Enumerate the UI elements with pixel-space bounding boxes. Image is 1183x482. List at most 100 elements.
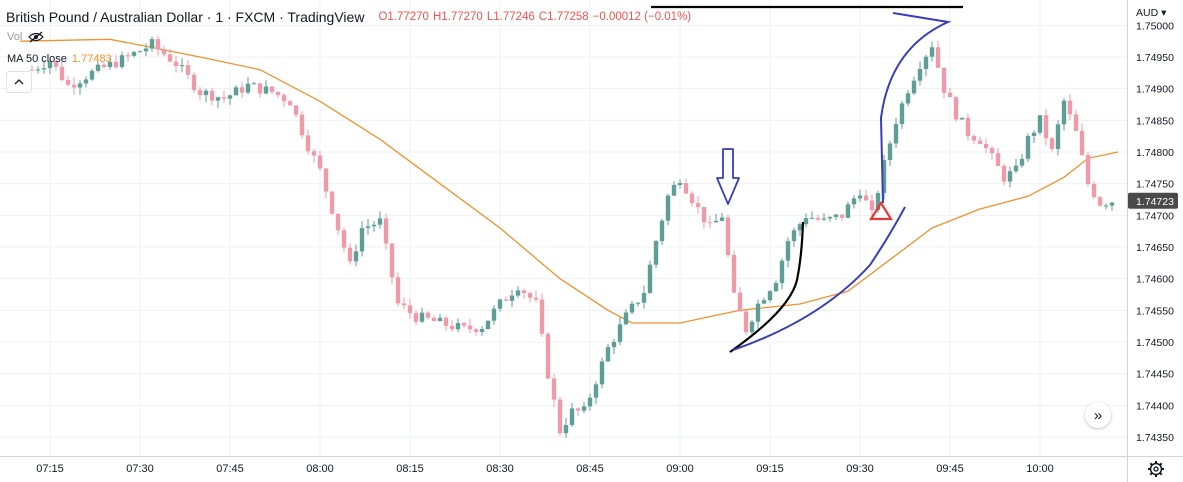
candle-body [239, 87, 245, 93]
candle-body [1019, 158, 1025, 166]
candle-body [887, 143, 893, 161]
candle-body [317, 155, 323, 169]
candle-body [401, 303, 407, 306]
candle-body [485, 320, 491, 330]
x-tick-label: 10:00 [1026, 463, 1054, 475]
candle-body [287, 101, 293, 106]
candle-body [293, 105, 299, 115]
symbol-title[interactable]: British Pound / Australian Dollar · 1 · … [6, 9, 365, 25]
x-tick-label: 08:00 [306, 463, 334, 475]
black-curve-annotation[interactable] [729, 221, 805, 353]
candle-body [197, 90, 203, 96]
candle-body [881, 160, 887, 194]
volume-indicator[interactable]: Vol [7, 31, 45, 43]
x-tick-label: 07:45 [216, 463, 244, 475]
candle-body [323, 168, 329, 192]
y-tick-label: 1.74800 [1136, 147, 1174, 159]
candle-body [527, 293, 533, 298]
candle-body [719, 217, 725, 221]
candle-body [1109, 202, 1115, 206]
candle-body [1073, 114, 1079, 131]
candle-body [869, 200, 875, 211]
candle-body [107, 61, 113, 68]
candle-body [449, 325, 455, 330]
collapse-legend-button[interactable] [6, 71, 32, 93]
candle-body [143, 48, 149, 52]
candle-body [581, 406, 587, 411]
candle-body [599, 361, 605, 385]
candle-body [647, 264, 653, 294]
candle-body [809, 217, 815, 219]
blue-curve-lower-annotation[interactable] [732, 206, 906, 351]
x-tick-label: 09:15 [756, 463, 784, 475]
scroll-to-realtime-button[interactable]: » [1085, 402, 1111, 428]
candle-body [419, 312, 425, 322]
candle-body [1097, 197, 1103, 206]
candle-body [83, 79, 89, 84]
high-value: H1.77270 [432, 11, 483, 23]
candle-body [179, 65, 185, 67]
candle-body [557, 399, 563, 434]
candle-body [611, 341, 617, 348]
ma-value: 1.77483 [71, 53, 112, 65]
candle-body [95, 64, 101, 71]
candle-body [749, 321, 755, 333]
y-tick-label: 1.74850 [1136, 115, 1174, 127]
candle-body [671, 184, 677, 196]
candle-body [833, 214, 839, 217]
candle-body [935, 47, 941, 68]
candle-body [923, 56, 929, 69]
ma-label: MA 50 close [7, 53, 67, 65]
red-triangle-annotation[interactable] [869, 200, 893, 221]
blue-curve-upper-annotation[interactable] [879, 12, 952, 204]
candle-body [1049, 138, 1055, 150]
candle-body [761, 300, 767, 304]
candle-body [215, 97, 221, 101]
candle-body [509, 295, 515, 301]
candle-body [629, 303, 635, 313]
candle-body [1013, 165, 1019, 172]
candle-body [779, 260, 785, 284]
chart-legend: British Pound / Australian Dollar · 1 · … [6, 9, 691, 25]
y-tick-label: 1.74900 [1136, 84, 1174, 96]
candle-body [941, 67, 947, 93]
candle-body [65, 80, 71, 85]
ma-indicator[interactable]: MA 50 close 1.77483 [7, 53, 112, 65]
candle-body [1025, 135, 1031, 159]
candle-body [983, 143, 989, 149]
blue-down-arrow-annotation[interactable] [716, 148, 740, 205]
candle-body [791, 230, 797, 242]
candle-body [1007, 171, 1013, 182]
x-tick-label: 09:30 [846, 463, 874, 475]
candle-body [803, 218, 809, 225]
candle-body [965, 117, 971, 137]
candle-body [755, 303, 761, 322]
candle-body [137, 51, 143, 53]
candle-body [737, 292, 743, 312]
candle-body [251, 83, 257, 85]
candle-body [263, 86, 269, 94]
candle-body [149, 39, 155, 49]
drawings[interactable] [651, 5, 963, 353]
candle-body [35, 69, 41, 71]
candle-body [989, 148, 995, 154]
x-tick-label: 08:15 [396, 463, 424, 475]
candle-body [461, 323, 467, 326]
eye-hidden-icon[interactable] [28, 31, 45, 43]
y-tick-label: 1.74350 [1136, 432, 1174, 444]
candle-body [695, 203, 701, 208]
candle-body [161, 49, 167, 55]
candle-body [665, 195, 671, 221]
candle-body [383, 218, 389, 244]
candle-body [47, 61, 53, 69]
gear-icon[interactable] [1147, 460, 1165, 478]
close-value: C1.77258 [538, 11, 589, 23]
candle-body [713, 220, 719, 223]
candle-body [335, 213, 341, 231]
double-chevron-right-icon: » [1093, 406, 1103, 424]
y-tick-label: 1.74950 [1136, 52, 1174, 64]
candle-body [173, 61, 179, 66]
candle-body [767, 291, 773, 301]
currency-label: AUD ▾ [1136, 7, 1167, 19]
